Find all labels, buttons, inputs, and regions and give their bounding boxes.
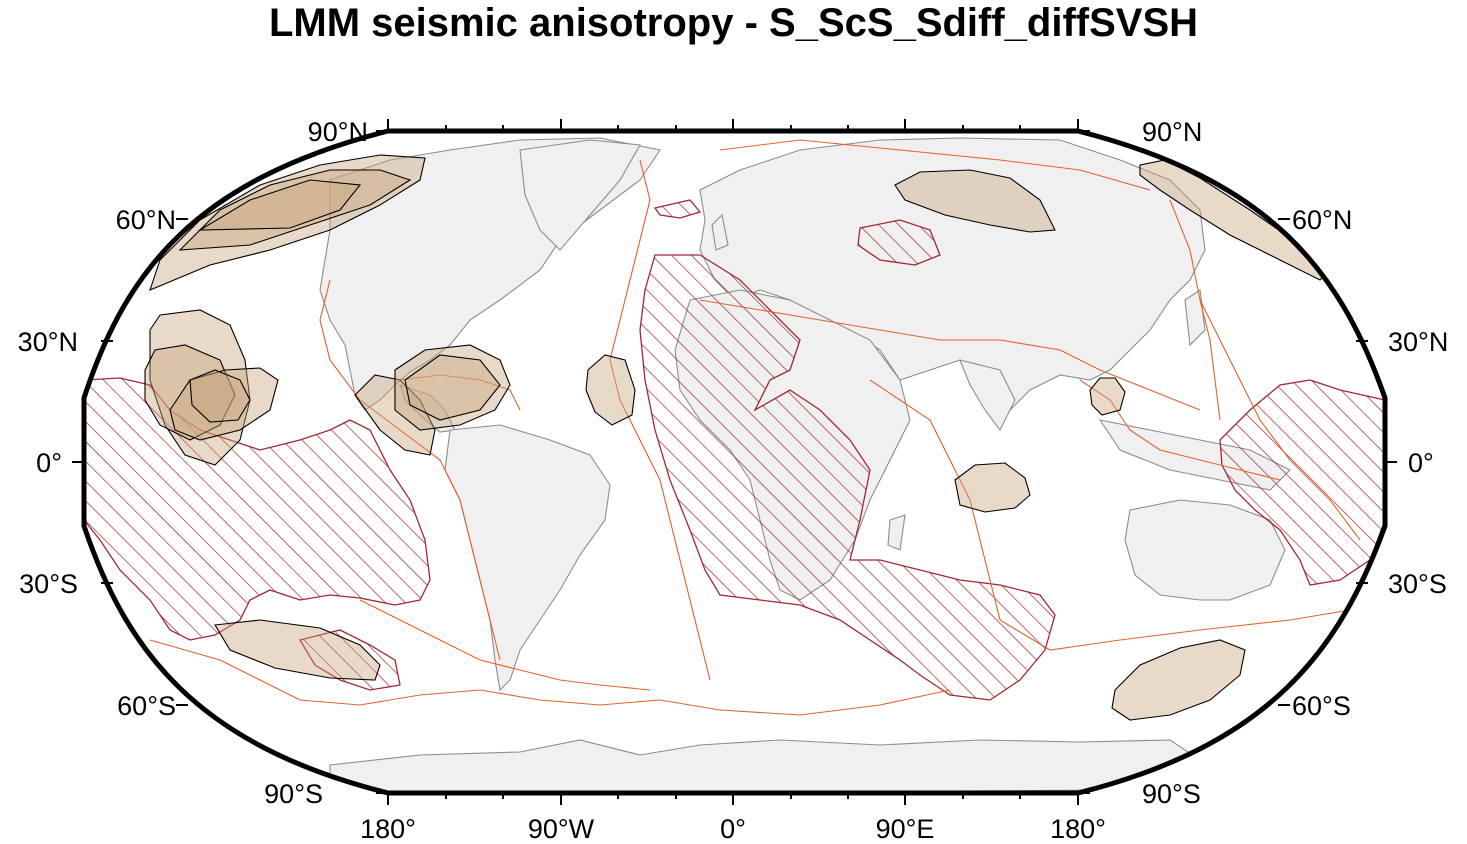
lat-label-right-60n: 60°N: [1292, 205, 1352, 235]
lon-label-180w: 180°: [360, 814, 416, 844]
east-pacific-rise: [319, 279, 501, 661]
alaska-anisotropy-region-3: [197, 179, 362, 231]
south-pacific-llsvp-patch: [298, 629, 401, 691]
japan-land: [1184, 289, 1206, 347]
hawaii-anisotropy-region-4: [189, 369, 251, 423]
lat-label-right-30n: 30°N: [1388, 327, 1448, 357]
lat-label-right-0: 0°: [1408, 448, 1434, 478]
arctic-ridge: [719, 139, 1151, 191]
plate-boundaries-layer: [149, 139, 1361, 716]
madagascar-land: [887, 514, 906, 551]
anisotropy-layer: [144, 154, 1331, 721]
indian-ridge: [869, 379, 1351, 651]
pacific-rim-boundary: [1169, 199, 1361, 541]
indian-ocean-anisotropy-region: [954, 462, 1031, 513]
mid-atlantic-ridge: [609, 159, 711, 681]
lat-label-left-30n: 30°N: [18, 327, 78, 357]
southeast-asia-anisotropy-region: [1089, 377, 1126, 416]
australia-land: [1124, 499, 1286, 601]
lon-label-0: 0°: [720, 814, 746, 844]
lat-label-right-90n: 90°N: [1142, 117, 1202, 147]
eurasia-land: [699, 137, 1206, 411]
alaska-anisotropy-region-2: [178, 169, 412, 251]
pacific-ridge: [359, 599, 651, 691]
lon-label-90e: 90°E: [876, 814, 935, 844]
uk-land: [711, 213, 729, 251]
lat-label-left-60s: 60°S: [117, 691, 176, 721]
lat-label-left-60n: 60°N: [116, 205, 176, 235]
map-title: LMM seismic anisotropy - S_ScS_Sdiff_dif…: [268, 1, 1199, 45]
lat-label-right-60s: 60°S: [1292, 691, 1351, 721]
greenland-land: [519, 139, 641, 251]
lat-label-left-30s: 30°S: [19, 569, 78, 599]
lat-label-right-90s: 90°S: [1142, 779, 1201, 809]
new-zealand-land: [1359, 589, 1381, 627]
atlantic-anisotropy-region: [585, 354, 636, 426]
philippine-plate-boundary: [1199, 299, 1221, 421]
llsvp-layer: [84, 199, 1385, 701]
southern-ocean-anisotropy-region-2: [1111, 639, 1246, 721]
latitude-ticks: [72, 130, 1397, 794]
hawaii-anisotropy-region-2: [144, 344, 236, 441]
central-america-anisotropy-region-3: [404, 354, 501, 421]
siberia-anisotropy-region: [894, 169, 1056, 233]
lat-label-left-0: 0°: [36, 448, 62, 478]
lat-label-right-30s: 30°S: [1388, 569, 1447, 599]
lon-label-180e: 180°: [1050, 814, 1106, 844]
hawaii-anisotropy-region-1: [149, 309, 251, 466]
lon-label-90w: 90°W: [528, 814, 595, 844]
western-pacific-llsvp-region: [1219, 379, 1385, 586]
sea-plate-boundaries: [1079, 379, 1281, 481]
india-land: [959, 359, 1016, 432]
alpine-himalayan-belt: [699, 299, 1201, 411]
caribbean-boundary: [399, 374, 521, 411]
siberian-llsvp-patch: [857, 219, 941, 266]
southern-ocean-anisotropy-region-1: [214, 619, 381, 681]
hawaii-anisotropy-region-3: [169, 367, 279, 441]
antarctic-ridge: [149, 639, 951, 716]
lat-label-left-90n: 90°N: [308, 117, 368, 147]
lat-label-left-90s: 90°S: [264, 779, 323, 809]
greenland-llsvp-patch: [653, 199, 702, 219]
central-america-anisotropy-region-1: [354, 374, 436, 456]
longitude-ticks: [387, 119, 1079, 805]
african-llsvp-region: [639, 254, 1056, 701]
pacific-llsvp-region: [84, 377, 431, 641]
